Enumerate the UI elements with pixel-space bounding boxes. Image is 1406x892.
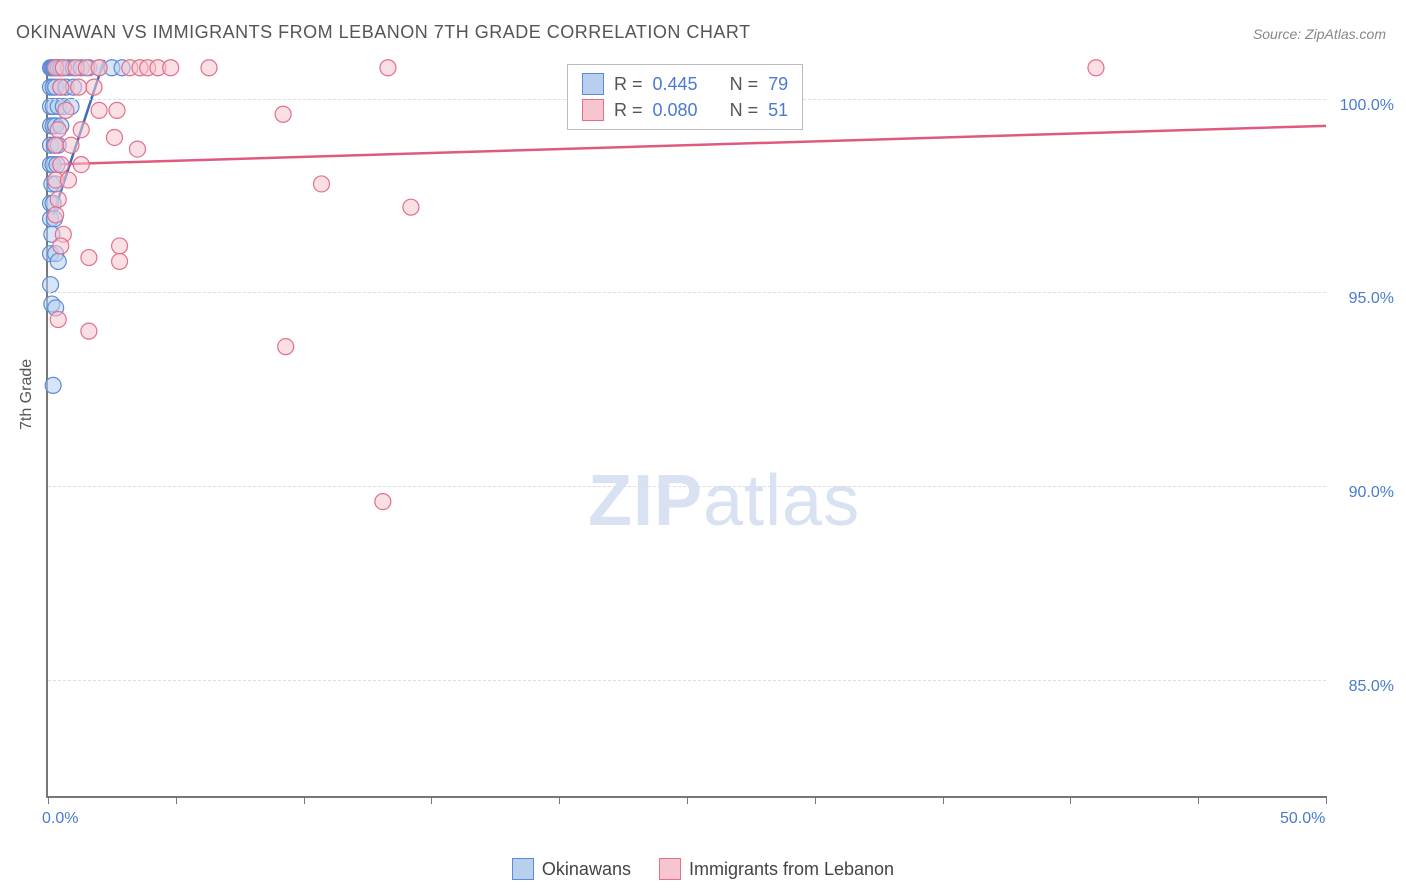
y-tick-label: 100.0%	[1340, 97, 1394, 115]
swatch-series1	[582, 73, 604, 95]
n-value-1: 79	[768, 74, 788, 95]
bottom-legend: Okinawans Immigrants from Lebanon	[0, 858, 1406, 880]
n-label: N =	[730, 100, 759, 121]
chart-title: OKINAWAN VS IMMIGRANTS FROM LEBANON 7TH …	[16, 22, 751, 43]
r-value-1: 0.445	[653, 74, 698, 95]
swatch-series1-icon	[512, 858, 534, 880]
stats-row-series1: R = 0.445 N = 79	[582, 71, 788, 97]
n-label: N =	[730, 74, 759, 95]
scatter-plot-svg	[48, 60, 1326, 796]
y-tick-label: 85.0%	[1349, 678, 1394, 696]
x-tick-label: 0.0%	[42, 810, 78, 828]
r-value-2: 0.080	[653, 100, 698, 121]
swatch-series2-icon	[659, 858, 681, 880]
r-label: R =	[614, 100, 643, 121]
legend-item-series1: Okinawans	[512, 858, 631, 880]
n-value-2: 51	[768, 100, 788, 121]
source-attribution: Source: ZipAtlas.com	[1253, 26, 1386, 42]
y-tick-label: 95.0%	[1349, 290, 1394, 308]
y-tick-label: 90.0%	[1349, 484, 1394, 502]
swatch-series2	[582, 99, 604, 121]
legend-item-series2: Immigrants from Lebanon	[659, 858, 894, 880]
stats-row-series2: R = 0.080 N = 51	[582, 97, 788, 123]
r-label: R =	[614, 74, 643, 95]
legend-label-1: Okinawans	[542, 859, 631, 880]
legend-label-2: Immigrants from Lebanon	[689, 859, 894, 880]
stats-legend-box: R = 0.445 N = 79 R = 0.080 N = 51	[567, 64, 803, 130]
x-tick-label: 50.0%	[1280, 810, 1325, 828]
chart-plot-area: ZIPatlas	[46, 60, 1326, 798]
y-axis-label: 7th Grade	[18, 359, 36, 430]
